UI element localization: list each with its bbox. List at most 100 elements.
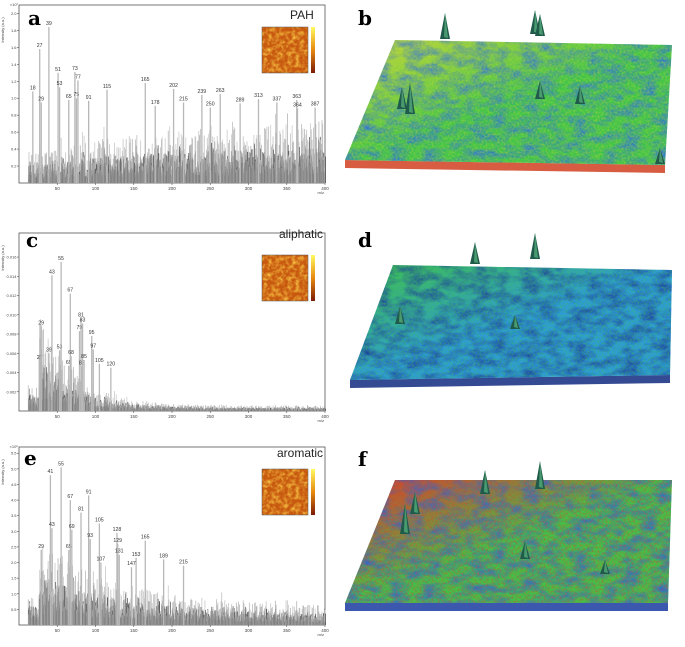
background-ion-bar [172,407,174,411]
x-tick-label: 200 [168,414,176,419]
background-ion-bar [213,137,215,183]
background-ion-bar [223,155,224,183]
background-ion-bar [105,397,107,411]
background-ion-bar [298,616,299,625]
background-ion-bar [173,404,174,411]
y-multiplier: ×10⁵ [10,444,19,449]
background-ion-bar [193,405,194,411]
peak-label: 77 [75,74,81,80]
y-tick-label: 1.2 [11,79,17,84]
background-ion-bar [289,156,291,183]
background-ion-bar [281,612,283,625]
background-ion-bar [307,406,309,411]
background-ion-bar [278,144,280,183]
peak-bar-mz-39 [48,353,50,411]
background-ion-bar [246,408,248,411]
background-ion-bar [130,138,132,183]
background-ion-bar [321,616,323,625]
background-ion-bar [50,346,52,411]
background-ion-bar [256,605,258,625]
background-ion-bar [109,402,111,411]
background-ion-bar [280,133,282,183]
background-ion-bar [184,602,186,625]
background-ion-bar [222,406,223,411]
y-tick-label: 1.0 [11,591,17,596]
background-ion-bar [123,600,124,625]
background-ion-bar [218,408,220,411]
background-ion-bar [261,614,263,625]
peak-bar-mz-93 [89,539,91,625]
afm-colorbar [311,27,315,73]
surface-roughness [345,480,672,603]
background-ion-bar [150,153,151,183]
background-ion-bar [234,150,236,183]
peak-bar-mz-65 [68,365,70,411]
background-ion-bar [147,590,148,625]
background-ion-bar [43,574,45,625]
x-tick-label: 350 [283,186,291,191]
panel-label-a: a [28,6,41,30]
background-ion-bar [45,351,47,411]
y-tick-label: 0.016 [6,255,17,260]
background-ion-bar [235,407,237,411]
background-ion-bar [270,408,271,411]
background-ion-bar [248,611,249,625]
peak-label: 120 [106,362,115,368]
background-ion-bar [275,132,277,183]
background-ion-bar [71,369,73,411]
background-ion-bar [123,404,125,411]
background-ion-bar [287,113,288,183]
background-ion-bar [228,602,230,625]
background-ion-bar [156,145,158,183]
background-ion-bar [54,160,56,183]
background-ion-bar [52,363,54,411]
background-ion-bar [211,610,213,625]
background-ion-bar [129,404,130,411]
peak-bar-mz-27 [39,360,41,411]
background-ion-bar [249,609,251,625]
background-ion-bar [274,405,276,411]
background-ion-bar [300,123,302,183]
background-ion-bar [235,611,236,625]
background-ion-bar [323,159,325,183]
peak-label: 43 [49,522,55,528]
background-ion-bar [167,585,169,625]
background-ion-bar [129,407,131,411]
x-axis-label: m/z [318,190,324,195]
background-ion-bar [129,142,131,183]
background-ion-bar [297,129,299,183]
background-ion-bar [250,145,252,183]
background-ion-bar [178,612,179,625]
background-ion-bar [35,169,37,183]
background-ion-bar [176,149,177,183]
background-ion-bar [286,407,288,411]
background-ion-bar [232,612,234,625]
surface-peak-highlight [659,148,663,163]
background-ion-bar [307,604,309,625]
background-ion-bar [265,407,267,411]
background-ion-bar [135,145,137,183]
background-ion-bar [134,407,136,411]
background-ion-bar [214,610,216,625]
background-ion-bar [181,607,182,625]
background-ion-bar [239,604,240,625]
background-ion-bar [123,590,125,625]
peak-bar-mz-67 [69,293,71,411]
peak-label: 65 [66,544,72,550]
peak-bar-mz-91 [88,100,90,183]
background-ion-bar [29,165,31,183]
background-ion-bar [50,156,52,183]
afm-inset-texture [262,469,308,515]
background-ion-bar [170,166,172,183]
background-ion-bar [102,402,104,411]
background-ion-bar [184,157,186,183]
background-ion-bar [301,153,302,183]
background-ion-bar [263,615,264,625]
background-ion-bar [179,600,181,625]
background-ion-bar [184,405,186,411]
background-ion-bar [320,139,321,183]
background-ion-bar [318,611,320,625]
x-tick-label: 100 [92,414,100,419]
background-ion-bar [158,605,159,625]
y-tick-label: 0.4 [11,147,17,152]
